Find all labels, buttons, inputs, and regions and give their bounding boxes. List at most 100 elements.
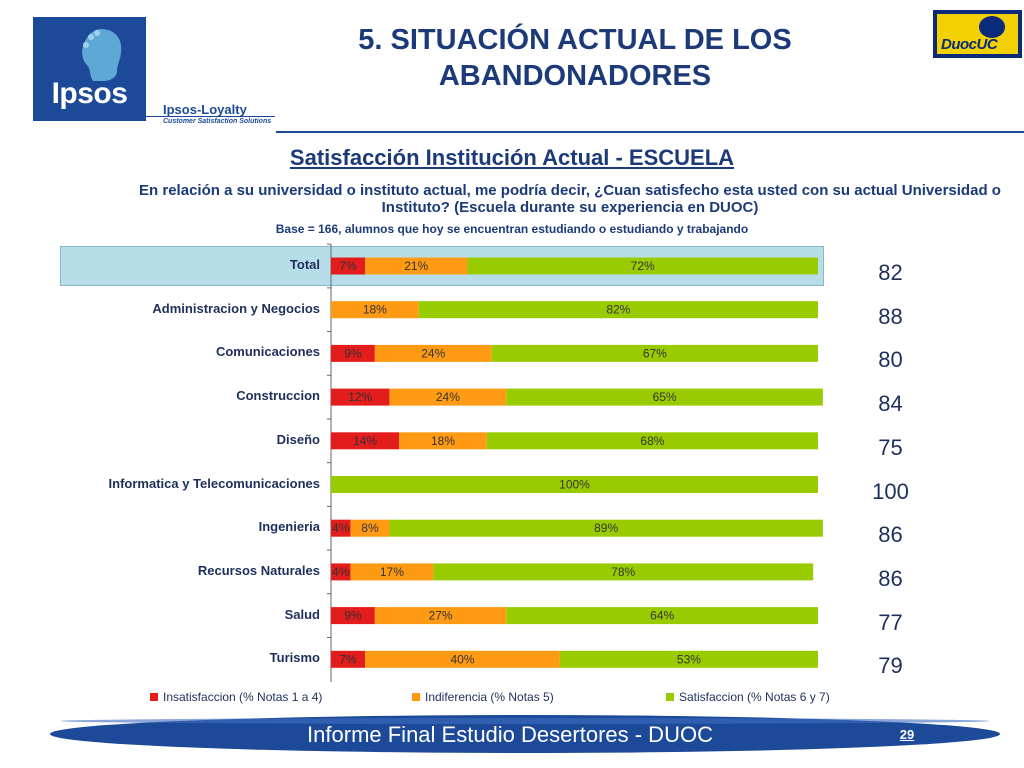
data-label: 18% — [431, 434, 455, 448]
data-label: 21% — [404, 259, 428, 273]
legend-label: Insatisfaccion (% Notas 1 a 4) — [163, 690, 323, 704]
data-label: 27% — [429, 609, 453, 623]
data-label: 12% — [348, 390, 372, 404]
data-label: 100% — [559, 478, 590, 492]
bar-segment — [331, 432, 400, 450]
seal-icon — [979, 16, 1005, 38]
chart-title: Satisfacción Institución Actual - ESCUEL… — [289, 145, 735, 170]
data-label: 68% — [640, 434, 664, 448]
bar-segment — [331, 301, 419, 319]
score-value: 88 — [878, 303, 903, 329]
data-label: 78% — [611, 565, 635, 579]
duoc-logo: DuocUC — [933, 10, 1022, 58]
bar-segment — [389, 519, 823, 537]
bar-segment — [559, 650, 818, 668]
legend-item: Satisfaccion (% Notas 6 y 7) — [666, 690, 830, 704]
category-label: Salud — [284, 606, 320, 622]
category-label: Informatica y Telecomunicaciones — [108, 475, 320, 491]
data-label: 72% — [631, 259, 655, 273]
bar-segment — [331, 257, 366, 275]
legend-label: Satisfaccion (% Notas 6 y 7) — [679, 690, 830, 704]
bar-segment — [365, 650, 560, 668]
category-label: Recursos Naturales — [197, 562, 320, 578]
legend-swatch — [412, 693, 420, 701]
legend-item: Indiferencia (% Notas 5) — [412, 690, 554, 704]
data-label: 40% — [450, 652, 474, 666]
data-label: 17% — [380, 565, 404, 579]
category-label: Administracion y Negocios — [152, 300, 320, 316]
bar-segment — [506, 388, 823, 406]
page-number: 29 — [899, 727, 915, 742]
bar-segment — [374, 344, 492, 362]
logo-divider — [145, 116, 275, 117]
data-label: 7% — [339, 259, 357, 273]
score-value: 77 — [878, 609, 903, 635]
footer-title: Informe Final Estudio Desertores - DUOC — [307, 722, 713, 747]
data-label: 24% — [421, 346, 445, 360]
category-label: Construccion — [236, 388, 320, 404]
score-value: 100 — [872, 478, 909, 504]
bar-segment — [365, 257, 468, 275]
data-label: 4% — [332, 521, 350, 535]
score-value: 79 — [878, 653, 903, 679]
score-value: 82 — [878, 260, 903, 285]
score-value: 86 — [878, 522, 903, 548]
bar-segment — [374, 607, 507, 625]
bar-segment — [350, 519, 390, 537]
data-label: 4% — [332, 565, 350, 579]
bar-segment — [350, 563, 434, 581]
data-label: 9% — [344, 609, 362, 623]
score-value: 86 — [878, 565, 903, 591]
ipsos-loyalty-text: Ipsos-Loyalty — [163, 102, 247, 117]
data-label: 53% — [677, 652, 701, 666]
category-label: Diseño — [276, 431, 320, 447]
score-value: 75 — [878, 434, 903, 460]
bar-segment — [433, 563, 814, 581]
data-label: 24% — [436, 390, 460, 404]
data-label: 82% — [606, 303, 630, 317]
bar-segment — [486, 432, 818, 450]
bar-segment — [331, 607, 375, 625]
slide-title: 5. SITUACIÓN ACTUAL DE LOS ABANDONADORES — [358, 24, 792, 92]
category-label: Turismo — [269, 650, 320, 666]
legend-swatch — [150, 693, 158, 701]
category-label: Ingenieria — [258, 519, 320, 535]
bar-segment — [467, 257, 818, 275]
data-label: 9% — [344, 346, 362, 360]
survey-question: En relación a su universidad o instituto… — [139, 182, 1001, 216]
bar-segment — [331, 563, 351, 581]
legend-label: Indiferencia (% Notas 5) — [425, 690, 554, 704]
bar-segment — [418, 301, 818, 319]
category-label: Total — [289, 257, 320, 272]
category-label: Comunicaciones — [215, 344, 320, 360]
bar-segment — [331, 344, 375, 362]
data-label: 8% — [361, 521, 379, 535]
base-note: Base = 166, alumnos que hoy se encuentra… — [275, 222, 749, 236]
bar-segment — [389, 388, 507, 406]
data-label: 14% — [353, 434, 377, 448]
ipsos-logo-text: Ipsos — [51, 77, 128, 110]
data-label: 18% — [363, 303, 387, 317]
ipsos-tagline: Customer Satisfaction Solutions — [163, 118, 272, 125]
data-label: 67% — [643, 346, 667, 360]
bar-segment — [399, 432, 487, 450]
footer-band-highlight — [60, 718, 990, 724]
bar-segment — [331, 650, 366, 668]
data-label: 7% — [339, 652, 357, 666]
bar-segment — [491, 344, 818, 362]
bar-segment — [331, 476, 818, 493]
ipsos-logo: Ipsos — [33, 17, 146, 121]
legend-swatch — [666, 693, 674, 701]
data-label: 89% — [594, 521, 618, 535]
chart-legend: Insatisfaccion (% Notas 1 a 4) Indiferenc… — [150, 690, 870, 708]
data-label: 65% — [653, 390, 677, 404]
data-label: 64% — [650, 609, 674, 623]
score-value: 84 — [878, 391, 903, 417]
head-silhouette-icon — [82, 29, 122, 81]
bar-segment — [506, 607, 818, 625]
duoc-logo-text: DuocUC — [941, 36, 998, 53]
bar-segment — [331, 519, 351, 537]
legend-item: Insatisfaccion (% Notas 1 a 4) — [150, 690, 322, 704]
